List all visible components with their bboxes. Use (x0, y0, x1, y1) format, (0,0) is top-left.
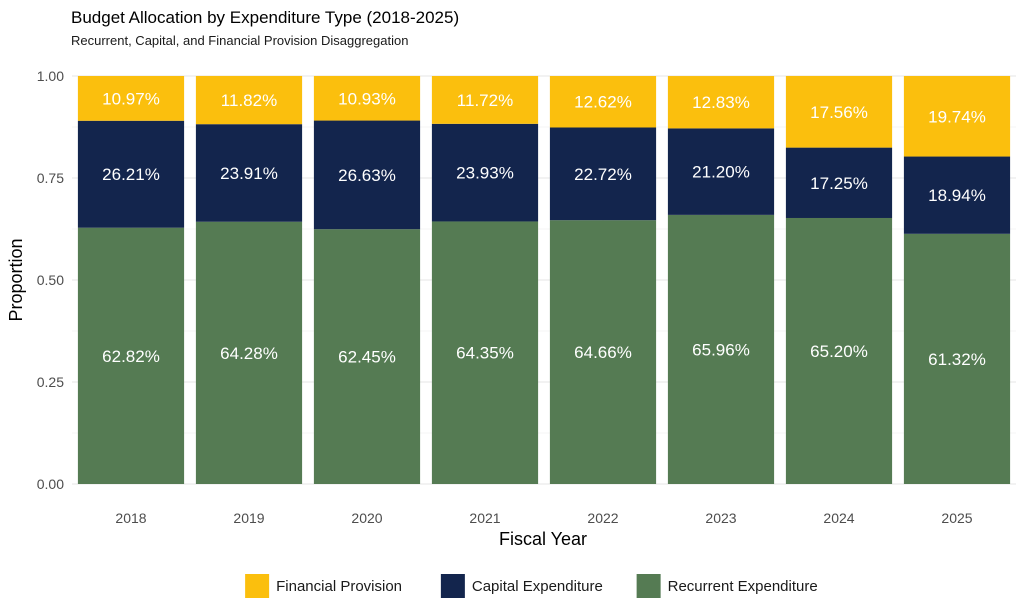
bar-value-label: 65.96% (692, 340, 750, 359)
x-tick-label: 2021 (469, 510, 500, 526)
legend-key (440, 574, 465, 598)
y-tick-label: 0.75 (37, 170, 64, 186)
bar-segment (431, 76, 539, 124)
y-tick-label: 0.50 (37, 272, 64, 288)
bar-segment (903, 76, 1011, 157)
bar-segment (195, 75, 303, 125)
bar-segment (313, 120, 421, 230)
bar-value-label: 21.20% (692, 163, 750, 182)
bar-value-label: 26.21% (102, 165, 160, 184)
bars (77, 75, 1011, 485)
bar-value-label: 11.72% (457, 91, 513, 110)
bar-segment (431, 221, 539, 484)
bar-value-label: 23.91% (220, 164, 278, 183)
bar-value-label: 17.25% (810, 174, 868, 193)
bar-segment (549, 76, 657, 128)
chart-subtitle: Recurrent, Capital, and Financial Provis… (71, 33, 409, 48)
bar-value-label: 61.32% (928, 350, 986, 369)
x-tick-label: 2022 (587, 510, 618, 526)
legend-label: Recurrent Expenditure (668, 578, 818, 595)
x-axis: 2018 2019 2020 2021 2022 2023 2024 2025 (115, 510, 972, 526)
bar-value-label: 17.56% (810, 103, 868, 122)
x-tick-label: 2025 (941, 510, 972, 526)
bar-segment (431, 123, 539, 222)
y-axis-title: Proportion (6, 238, 26, 321)
bar-value-label: 19.74% (928, 107, 986, 126)
bar-segment (77, 120, 185, 228)
bar-segment (785, 217, 893, 484)
bar-value-label: 10.97% (102, 89, 160, 108)
legend-key (636, 574, 661, 598)
bar-value-label: 18.94% (928, 186, 986, 205)
bar-segment (195, 124, 303, 222)
bar-segment (313, 75, 421, 121)
bar-value-label: 64.66% (574, 343, 632, 362)
x-tick-label: 2023 (705, 510, 736, 526)
bar-value-labels: 62.82% 26.21% 10.97% 64.28% 23.91% 11.82% 62.4… (102, 89, 986, 369)
bar-value-label: 62.82% (102, 347, 160, 366)
x-tick-label: 2018 (115, 510, 146, 526)
x-axis-title: Fiscal Year (499, 529, 587, 549)
y-tick-label: 0.25 (37, 374, 64, 390)
x-tick-label: 2024 (823, 510, 854, 526)
legend: Financial Provision Capital Expenditure Re… (245, 574, 818, 598)
bar-value-label: 26.63% (338, 166, 396, 185)
x-tick-label: 2019 (233, 510, 264, 526)
x-tick-label: 2020 (351, 510, 382, 526)
bar-value-label: 65.20% (810, 342, 868, 361)
bar-value-label: 11.82% (221, 91, 277, 110)
chart-title: Budget Allocation by Expenditure Type (2… (71, 8, 460, 27)
bar-value-label: 12.62% (574, 93, 632, 112)
bar-value-label: 62.45% (338, 348, 396, 367)
bar-segment (549, 220, 657, 484)
bar-segment (195, 221, 303, 484)
bar-segment (313, 229, 421, 484)
bar-segment (549, 127, 657, 221)
bar-value-label: 64.28% (220, 344, 278, 363)
bar-value-label: 64.35% (456, 344, 514, 363)
bar-segment (785, 75, 893, 148)
bar-segment (77, 76, 185, 121)
bar-segment (667, 76, 775, 129)
y-axis: 0.00 0.25 0.50 0.75 1.00 (37, 68, 64, 492)
bar-segment (667, 214, 775, 485)
bar-segment (785, 147, 893, 218)
bar-value-label: 12.83% (692, 93, 750, 112)
bar-value-label: 23.93% (456, 164, 514, 183)
bar-segment (667, 128, 775, 215)
bar-segment (903, 156, 1011, 234)
bar-value-label: 22.72% (574, 165, 632, 184)
y-tick-label: 0.00 (37, 476, 64, 492)
legend-label: Capital Expenditure (472, 578, 603, 595)
bar-value-label: 10.93% (338, 89, 396, 108)
bar-segment (903, 233, 1011, 484)
legend-label: Financial Provision (276, 578, 402, 595)
bar-segment (77, 227, 185, 484)
y-tick-label: 1.00 (37, 68, 64, 84)
legend-key (245, 574, 270, 598)
